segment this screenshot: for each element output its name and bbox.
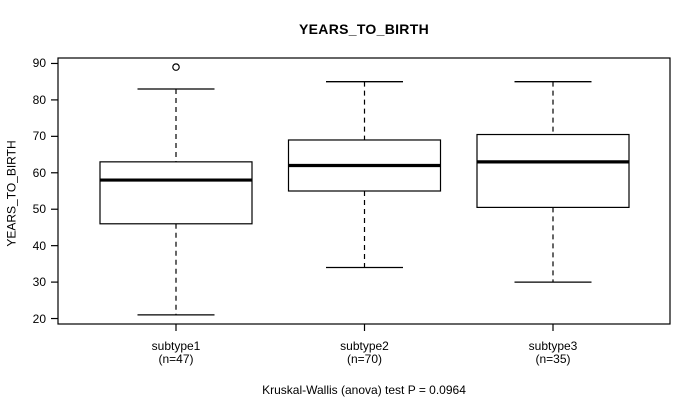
- outlier-point: [172, 63, 180, 71]
- y-tick-label: 50: [32, 202, 46, 217]
- y-tick-label: 80: [32, 92, 46, 107]
- group-name: subtype1: [151, 339, 201, 353]
- y-tick-label: 30: [32, 275, 46, 290]
- x-group-label-subtype1: subtype1 (n=47): [106, 340, 246, 366]
- group-count: (n=35): [535, 352, 571, 366]
- x-group-label-subtype3: subtype3 (n=35): [483, 340, 623, 366]
- iqr-box: [476, 133, 630, 208]
- y-tick-label: 90: [32, 56, 46, 71]
- stat-test-caption: Kruskal-Wallis (anova) test P = 0.0964: [262, 383, 466, 397]
- y-tick-label: 40: [32, 238, 46, 253]
- group-name: subtype2: [340, 339, 389, 353]
- group-name: subtype3: [528, 339, 578, 353]
- y-tick-label: 70: [32, 129, 46, 144]
- x-group-label-subtype2: subtype2 (n=70): [295, 340, 435, 366]
- y-tick-label: 20: [32, 311, 46, 326]
- chart-title: YEARS_TO_BIRTH: [299, 21, 429, 37]
- iqr-box: [99, 161, 253, 225]
- group-count: (n=70): [346, 352, 383, 366]
- group-count: (n=47): [158, 352, 194, 366]
- y-tick-label: 60: [32, 165, 46, 180]
